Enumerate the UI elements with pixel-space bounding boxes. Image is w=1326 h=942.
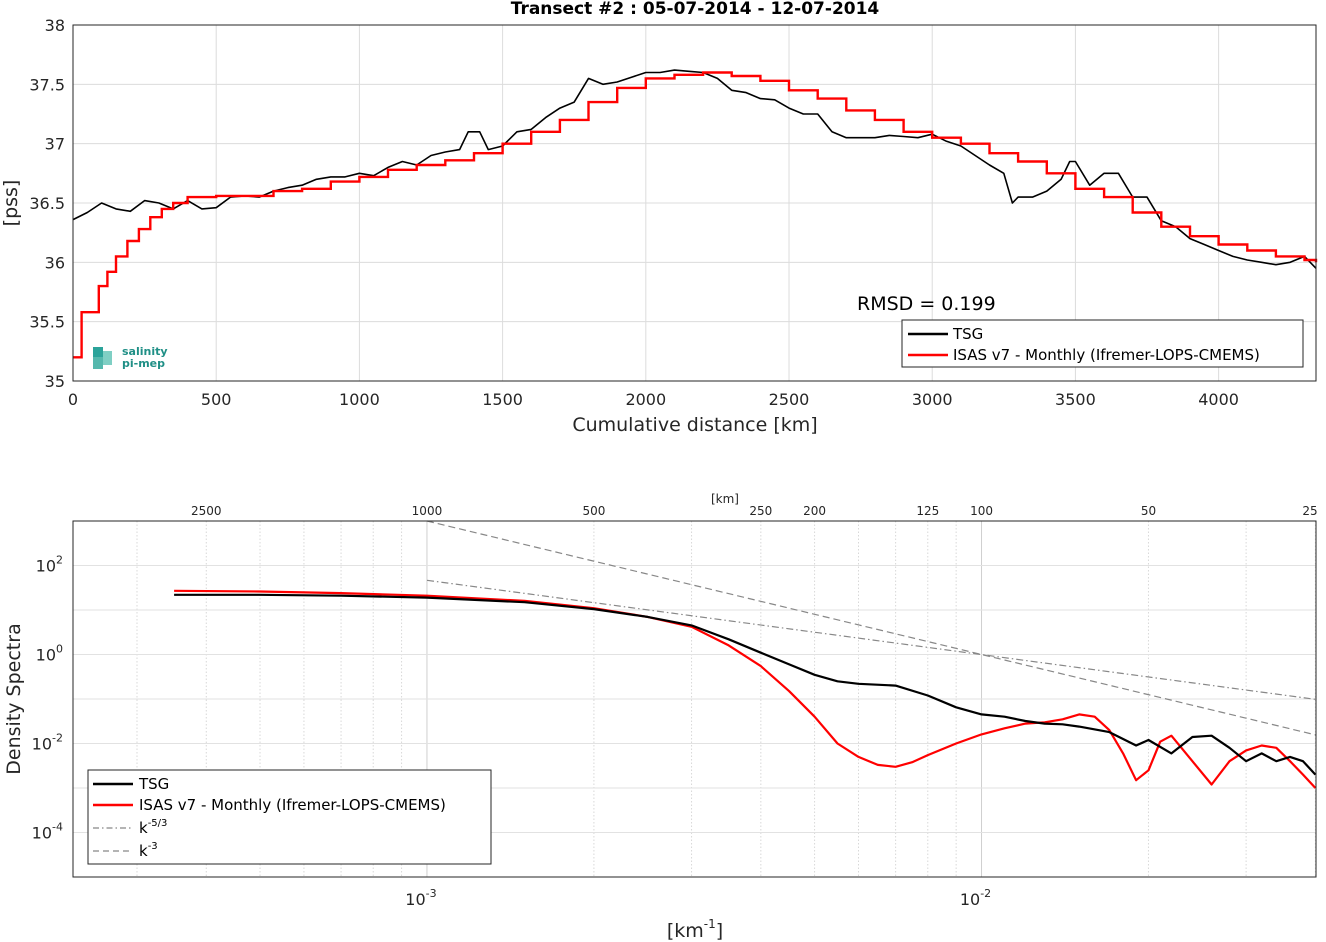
chart-title: Transect #2 : 05-07-2014 - 12-07-2014 xyxy=(511,0,880,19)
x-tick-label: 10-3 xyxy=(405,887,436,909)
y-tick-label: 10-4 xyxy=(32,821,63,843)
y-tick-label: 37.5 xyxy=(29,75,65,94)
legend-label-k53-base: k xyxy=(139,819,148,837)
y-tick-label: 36.5 xyxy=(29,194,65,213)
series-isas-line xyxy=(73,71,1318,359)
reference-k3-line xyxy=(426,520,1317,736)
x-tick-label: 3000 xyxy=(912,390,953,409)
legend: TSG ISAS v7 - Monthly (Ifremer-LOPS-CMEM… xyxy=(901,319,1304,368)
top-tick-label: 200 xyxy=(803,504,826,518)
salinity-pi-mep-logo: salinity pi-mep xyxy=(93,345,168,370)
plot-frame xyxy=(72,520,1317,878)
y-tick-label: 100 xyxy=(36,643,63,665)
x-axis-label: Cumulative distance [km] xyxy=(572,414,817,436)
legend-label-k3-base: k xyxy=(139,842,148,860)
y-tick-exp: 2 xyxy=(56,554,63,567)
plot-frame xyxy=(72,24,1317,382)
logo-icon xyxy=(93,347,103,357)
logo-text-line1: salinity xyxy=(122,345,168,358)
y-tick-label: 35.5 xyxy=(29,313,65,332)
x-tick-label: 2500 xyxy=(769,390,810,409)
legend-label-tsg: TSG xyxy=(952,325,983,343)
y-tick-label: 10-2 xyxy=(32,732,63,754)
x-axis-label: [km-1] xyxy=(667,917,723,942)
logo-text-line2: pi-mep xyxy=(122,357,165,370)
y-tick-exp: -2 xyxy=(52,732,63,745)
legend-label-isas: ISAS v7 - Monthly (Ifremer-LOPS-CMEMS) xyxy=(139,796,446,814)
top-axis-tick-labels: 2500 1000 500 250 200 125 100 50 25 xyxy=(191,504,1318,518)
x-axis-label-base: [km xyxy=(667,920,704,942)
legend: TSG ISAS v7 - Monthly (Ifremer-LOPS-CMEM… xyxy=(87,769,492,865)
top-axis-label: [km] xyxy=(711,492,739,506)
top-tick-label: 2500 xyxy=(191,504,222,518)
y-tick-label: 35 xyxy=(45,372,65,391)
x-tick-label: 500 xyxy=(201,390,232,409)
x-tick-exp: -3 xyxy=(426,887,437,900)
x-tick-label: 0 xyxy=(68,390,78,409)
x-tick-base: 10 xyxy=(960,890,980,909)
top-tick-label: 50 xyxy=(1141,504,1156,518)
series-tsg-spectrum xyxy=(174,593,1317,776)
series-lines xyxy=(174,520,1317,789)
y-axis-label: Density Spectra xyxy=(3,623,25,774)
legend-box xyxy=(87,769,492,865)
y-axis-label: [pss] xyxy=(0,180,22,227)
y-tick-labels: 35 35.5 36 36.5 37 37.5 38 xyxy=(29,16,65,391)
x-tick-base: 10 xyxy=(405,890,425,909)
y-tick-base: 10 xyxy=(32,824,52,843)
y-tick-exp: -4 xyxy=(52,821,63,834)
logo-icon-part xyxy=(93,357,103,369)
x-tick-label: 2000 xyxy=(625,390,666,409)
reference-k53-line xyxy=(426,579,1317,700)
x-tick-label: 3500 xyxy=(1055,390,1096,409)
y-tick-base: 10 xyxy=(36,646,56,665)
x-tick-label: 10-2 xyxy=(960,887,991,909)
x-tick-label: 1500 xyxy=(482,390,523,409)
x-tick-exp: -2 xyxy=(980,887,991,900)
legend-label-isas: ISAS v7 - Monthly (Ifremer-LOPS-CMEMS) xyxy=(953,346,1260,364)
x-tick-labels: 10-3 10-2 xyxy=(405,887,991,909)
logo-icon-part xyxy=(103,351,112,365)
salinity-transect-chart: Transect #2 : 05-07-2014 - 12-07-2014 0 5… xyxy=(0,0,1318,436)
legend-label-k3-sup: -3 xyxy=(148,841,158,852)
top-tick-label: 500 xyxy=(582,504,605,518)
y-tick-exp: 0 xyxy=(56,643,63,656)
x-axis-label-sup: -1 xyxy=(704,917,716,931)
legend-label-k53: k-5/3 xyxy=(139,818,167,837)
y-tick-label: 36 xyxy=(45,253,65,272)
top-tick-label: 125 xyxy=(916,504,939,518)
legend-label-k53-sup: -5/3 xyxy=(148,818,168,829)
top-tick-label: 25 xyxy=(1302,504,1317,518)
top-tick-label: 250 xyxy=(749,504,772,518)
x-axis-label-end: ] xyxy=(716,920,723,942)
top-tick-label: 1000 xyxy=(412,504,443,518)
y-tick-label: 102 xyxy=(36,554,63,576)
legend-label-k3: k-3 xyxy=(139,841,158,860)
y-tick-base: 10 xyxy=(36,557,56,576)
y-tick-label: 37 xyxy=(45,135,65,154)
rmsd-annotation: RMSD = 0.199 xyxy=(857,293,996,315)
x-tick-label: 4000 xyxy=(1198,390,1239,409)
x-tick-label: 1000 xyxy=(339,390,380,409)
y-tick-base: 10 xyxy=(32,735,52,754)
x-tick-labels: 0 500 1000 1500 2000 2500 3000 3500 4000 xyxy=(68,390,1239,409)
y-tick-label: 38 xyxy=(45,16,65,35)
series-lines xyxy=(72,69,1318,359)
legend-box xyxy=(901,319,1304,368)
legend-label-tsg: TSG xyxy=(138,775,169,793)
top-tick-label: 100 xyxy=(970,504,993,518)
